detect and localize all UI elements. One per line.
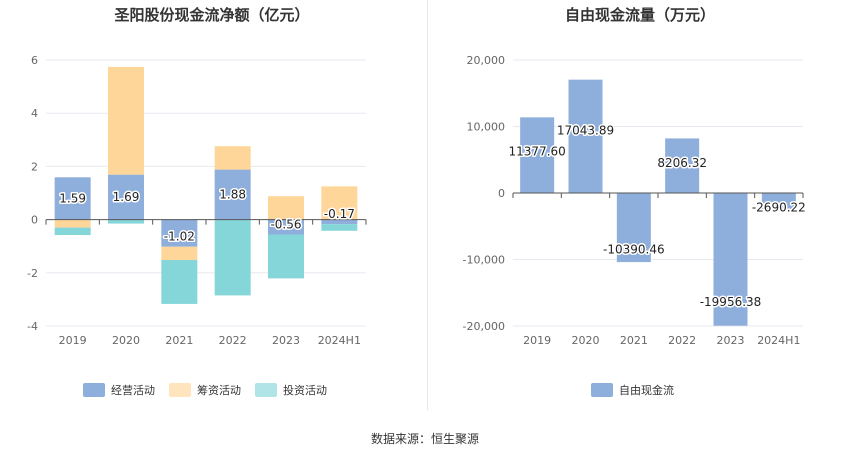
data-label: 1.69 — [113, 190, 140, 204]
y-tick-label: 0 — [498, 187, 505, 200]
bar-筹资活动 — [214, 146, 251, 170]
legend-item: 投资活动 — [255, 383, 327, 397]
data-label: 1.88 — [219, 188, 246, 202]
legend-swatch — [255, 383, 277, 397]
y-tick-label: -10,000 — [463, 254, 505, 267]
bar — [713, 193, 748, 326]
y-tick-label: 0 — [31, 214, 38, 227]
bar-投资活动 — [268, 234, 304, 279]
x-tick-label: 2022 — [668, 334, 696, 347]
data-label: -1.02 — [164, 230, 195, 244]
y-tick-label: -20,000 — [463, 320, 505, 333]
legend-item: 经营活动 — [83, 383, 155, 397]
panel-divider — [427, 0, 428, 410]
x-tick-label: 2024H1 — [757, 334, 800, 347]
bar-筹资活动 — [268, 196, 304, 220]
legend-swatch — [169, 383, 191, 397]
chart-title: 圣阳股份现金流净额（亿元） — [113, 6, 309, 24]
x-tick-label: 2021 — [620, 334, 648, 347]
bar — [568, 79, 603, 193]
y-tick-label: -2 — [27, 267, 38, 280]
x-tick-label: 2023 — [717, 334, 745, 347]
x-tick-label: 2021 — [165, 334, 193, 347]
bars — [54, 66, 358, 304]
chart-2: 自由现金流量（万元） 20,000 10,000 0 -10,000 -20,000 201… — [463, 6, 807, 397]
bar — [761, 193, 796, 211]
data-label: -19956.38 — [700, 295, 762, 309]
legend-item: 自由现金流 — [591, 383, 674, 397]
legend-swatch — [83, 383, 105, 397]
x-tick-label: 2024H1 — [318, 334, 361, 347]
bar-筹资活动 — [321, 186, 358, 220]
bar-经营活动 — [321, 219, 358, 225]
bar-经营活动 — [108, 174, 144, 220]
data-label: 11377.60 — [509, 144, 566, 158]
chart-title: 自由现金流量（万元） — [565, 6, 715, 24]
x-tick-label: 2019 — [59, 334, 87, 347]
bar-投资活动 — [214, 219, 251, 296]
bar-筹资活动 — [161, 246, 198, 261]
data-label: 1.59 — [59, 191, 86, 205]
bar-筹资活动 — [108, 66, 144, 175]
bar — [665, 138, 700, 193]
bar-经营活动 — [214, 169, 251, 220]
bar-投资活动 — [108, 219, 144, 224]
legend-label: 投资活动 — [283, 383, 327, 397]
data-label: -2690.22 — [752, 201, 806, 215]
legend: 自由现金流 — [591, 383, 674, 397]
x-tick-label: 2020 — [572, 334, 600, 347]
y-tick-label: 6 — [31, 54, 38, 67]
data-label: 17043.89 — [557, 124, 614, 138]
chart-1: 圣阳股份现金流净额（亿元） 6 4 2 0 -2 -4 2019 2020 2021 2022 202… — [27, 6, 367, 397]
y-tick-label: 10,000 — [467, 121, 506, 134]
data-label: -0.17 — [324, 207, 355, 221]
y-tick-label: 2 — [31, 160, 38, 173]
legend-label: 经营活动 — [111, 383, 155, 397]
data-label: 8206.32 — [657, 156, 707, 170]
legend-item: 筹资活动 — [169, 383, 241, 397]
bar-经营活动 — [161, 219, 198, 247]
bar-投资活动 — [54, 227, 91, 236]
bars — [520, 79, 796, 326]
data-label: -10390.46 — [603, 243, 665, 257]
x-tick-label: 2022 — [219, 334, 247, 347]
x-tick-label: 2019 — [523, 334, 551, 347]
bar — [520, 117, 555, 193]
legend-label: 筹资活动 — [197, 383, 241, 397]
bar-经营活动 — [268, 219, 304, 235]
legend-label: 自由现金流 — [619, 383, 674, 397]
data-label: -0.56 — [270, 217, 301, 231]
bar-投资活动 — [321, 224, 358, 231]
data-source-note: 数据来源：恒生聚源 — [370, 432, 479, 446]
legend: 经营活动 筹资活动 投资活动 — [83, 383, 327, 397]
x-tick-label: 2023 — [272, 334, 300, 347]
y-tick-label: -4 — [27, 320, 38, 333]
legend-swatch — [591, 383, 613, 397]
x-tick-label: 2020 — [112, 334, 140, 347]
bar-经营活动 — [54, 177, 91, 220]
y-tick-label: 4 — [31, 107, 38, 120]
bar-投资活动 — [161, 260, 198, 304]
bar-筹资活动 — [54, 219, 91, 228]
bar — [616, 193, 651, 263]
y-tick-label: 20,000 — [467, 54, 506, 67]
